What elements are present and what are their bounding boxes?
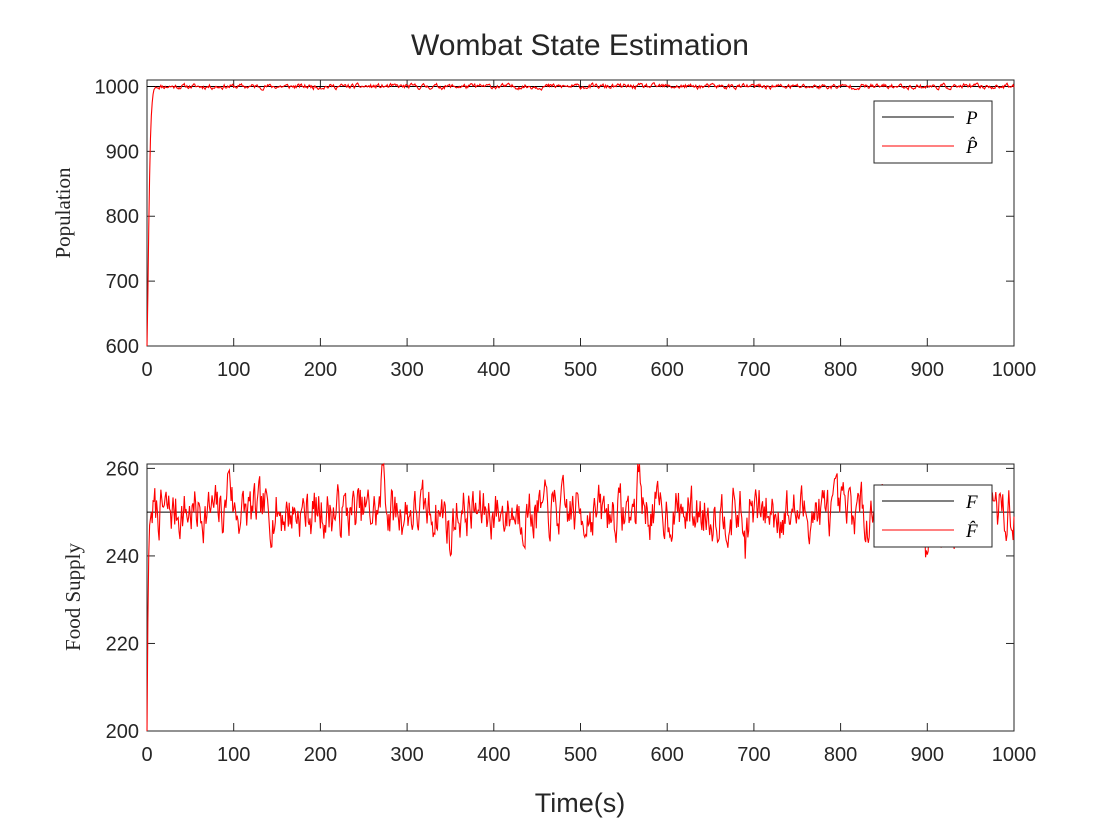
population-ylabel: Population <box>51 167 75 259</box>
food-ytick-label: 240 <box>106 546 139 568</box>
population-ytick-label: 600 <box>106 336 139 358</box>
food-xtick-label: 600 <box>651 744 684 766</box>
x-axis-label: Time(s) <box>535 788 625 818</box>
food-xtick-label: 900 <box>911 744 944 766</box>
food-ticks: 0 100 200 300 400 500 600 700 800 900 1000 200 220 24… <box>106 458 1037 766</box>
food-xtick-label: 1000 <box>992 744 1037 766</box>
population-xtick-label: 500 <box>564 359 597 381</box>
food-xtick-label: 500 <box>564 744 597 766</box>
population-panel: 0 100 200 300 400 500 600 700 800 900 1000 600 700 80… <box>51 76 1036 381</box>
food-xtick-label: 800 <box>824 744 857 766</box>
food-xtick-label: 700 <box>737 744 770 766</box>
food-estimate-line <box>146 462 1015 732</box>
population-xtick-label: 200 <box>304 359 337 381</box>
food-ytick-label: 220 <box>106 633 139 655</box>
population-xtick-label: 300 <box>390 359 423 381</box>
food-xtick-label: 0 <box>141 744 152 766</box>
population-xtick-label: 1000 <box>992 359 1037 381</box>
population-series <box>146 82 1015 347</box>
chart-title: Wombat State Estimation <box>411 29 749 62</box>
food-legend-label: F̂ <box>965 521 978 542</box>
food-ytick-label: 200 <box>106 721 139 743</box>
population-xtick-label: 600 <box>651 359 684 381</box>
population-xtick-label: 400 <box>477 359 510 381</box>
population-ytick-label: 1000 <box>95 76 140 98</box>
population-ytick-label: 700 <box>106 271 139 293</box>
population-legend-box <box>873 100 993 164</box>
food-xtick-label: 400 <box>477 744 510 766</box>
population-xtick-label: 0 <box>141 359 152 381</box>
population-axes-box <box>146 79 1015 347</box>
population-xtick-label: 100 <box>217 359 250 381</box>
population-xtick-label: 700 <box>737 359 770 381</box>
population-legend-label: P <box>965 108 978 129</box>
food-legend-box <box>873 484 993 548</box>
food-panel: 0 100 200 300 400 500 600 700 800 900 1000 200 220 24… <box>61 458 1036 766</box>
food-series <box>146 462 1015 732</box>
food-ytick-label: 260 <box>106 458 139 480</box>
food-legend-label: F <box>965 492 978 513</box>
food-xtick-label: 200 <box>304 744 337 766</box>
population-legend: P P̂ <box>873 100 993 164</box>
food-ylabel: Food Supply <box>61 543 85 651</box>
food-xtick-label: 100 <box>217 744 250 766</box>
population-ytick-label: 900 <box>106 141 139 163</box>
population-ytick-label: 800 <box>106 206 139 228</box>
population-ticks: 0 100 200 300 400 500 600 700 800 900 1000 600 700 80… <box>95 76 1037 381</box>
population-legend-label: P̂ <box>965 137 978 158</box>
population-xtick-label: 800 <box>824 359 857 381</box>
food-xtick-label: 300 <box>390 744 423 766</box>
population-xtick-label: 900 <box>911 359 944 381</box>
food-legend: F F̂ <box>873 484 993 548</box>
population-estimate-line <box>146 82 1015 347</box>
